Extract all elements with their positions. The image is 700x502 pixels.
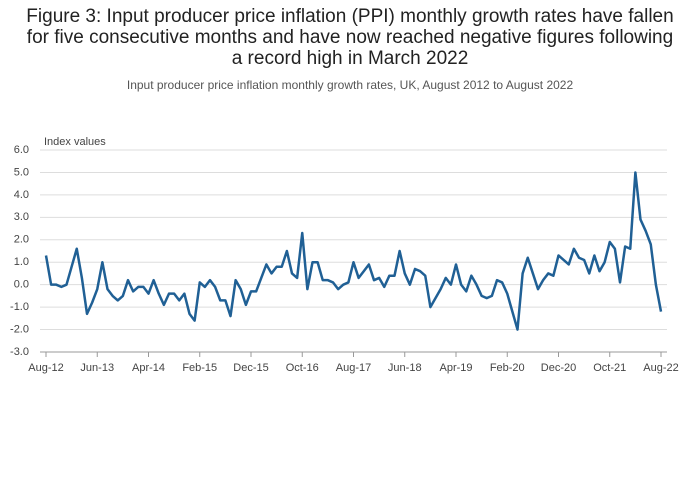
y-tick-label: 0.0 [14, 279, 29, 291]
y-tick-label: 6.0 [14, 144, 29, 156]
x-tick-label: Feb-20 [490, 362, 525, 374]
y-tick-label: -1.0 [10, 301, 29, 313]
y-tick-label: -3.0 [10, 346, 29, 358]
x-tick-label: Apr-14 [132, 362, 165, 374]
chart-title: Figure 3: Input producer price inflation… [26, 6, 674, 69]
x-tick-label: Dec-15 [233, 362, 268, 374]
data-line [44, 171, 663, 331]
x-tick-label: Apr-19 [439, 362, 472, 374]
y-tick-label: 2.0 [14, 234, 29, 246]
chart-subtitle: Input producer price inflation monthly g… [126, 78, 574, 92]
x-tick-label: Oct-16 [286, 362, 319, 374]
y-tick-label: 1.0 [14, 256, 29, 268]
x-tick-label: Jun-18 [388, 362, 422, 374]
x-tick-label: Aug-22 [643, 362, 678, 374]
y-tick-label: 5.0 [14, 166, 29, 178]
y-tick-label: -2.0 [10, 323, 29, 335]
x-tick-label: Aug-12 [28, 362, 63, 374]
x-tick-label: Dec-20 [541, 362, 576, 374]
y-axis-label: Index values [44, 136, 106, 148]
y-tick-label: 4.0 [14, 189, 29, 201]
x-tick-label: Aug-17 [336, 362, 371, 374]
x-tick-label: Feb-15 [182, 362, 217, 374]
y-tick-label: 3.0 [14, 211, 29, 223]
x-tick-label: Oct-21 [593, 362, 626, 374]
x-tick-label: Jun-13 [80, 362, 114, 374]
